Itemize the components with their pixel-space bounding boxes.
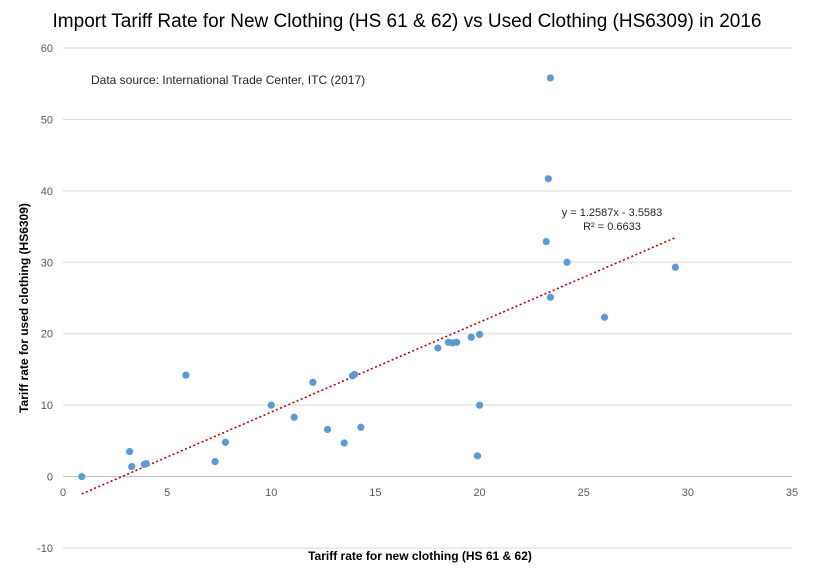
x-axis-label: Tariff rate for new clothing (HS 61 & 62… [308,549,532,563]
data-point [467,333,475,341]
data-point [473,452,482,460]
y-tick-label: 40 [41,186,53,198]
data-point [357,423,365,431]
data-source-annotation: Data source: International Trade Center,… [91,73,365,87]
grid-lines [63,47,792,549]
data-point [351,370,359,379]
x-tick-label: 10 [265,487,277,499]
x-tick-label: 5 [164,487,170,499]
data-point [290,413,298,421]
data-point [563,258,571,266]
x-tick-label: 25 [578,487,590,499]
data-point [475,330,484,339]
data-point [434,344,442,352]
data-point [142,460,150,468]
trendline-r-squared: R² = 0.6633 [583,221,641,233]
data-point [267,401,275,409]
y-tick-label: 30 [41,257,53,269]
data-point [453,338,461,346]
x-tick-label: 20 [473,487,485,499]
data-point [182,371,190,379]
data-point [546,74,554,82]
data-point [221,438,230,446]
data-points [78,74,679,481]
x-tick-label: 30 [682,487,694,499]
data-point [323,425,332,434]
data-point [126,447,134,456]
x-tick-label: 15 [369,487,381,499]
y-tick-label: 10 [41,400,53,412]
y-tick-label: 50 [41,114,53,126]
x-axis-ticks: 0 5 10 15 20 25 30 35 [60,487,798,499]
x-tick-label: 35 [786,487,798,499]
chart-title: Import Tariff Rate for New Clothing (HS … [53,11,762,32]
data-point [128,462,136,471]
data-point [78,472,86,481]
y-tick-label: 60 [41,43,53,55]
y-tick-label: 0 [47,472,53,484]
y-axis-ticks: -10 0 10 20 30 40 50 60 [37,43,53,555]
data-point [542,237,550,246]
data-point [211,457,219,466]
y-axis-label: Tariff rate for used clothing (HS6309) [17,203,31,413]
data-point [309,378,317,386]
data-point [340,439,348,447]
y-tick-label: 20 [41,329,53,341]
data-point [546,293,554,301]
x-tick-label: 0 [60,487,66,499]
data-point [671,263,679,271]
data-point [544,175,552,183]
data-point [475,401,484,409]
data-point [600,313,609,321]
trendline-equation: y = 1.2587x - 3.5583 [562,207,663,219]
y-tick-label: -10 [37,543,53,555]
